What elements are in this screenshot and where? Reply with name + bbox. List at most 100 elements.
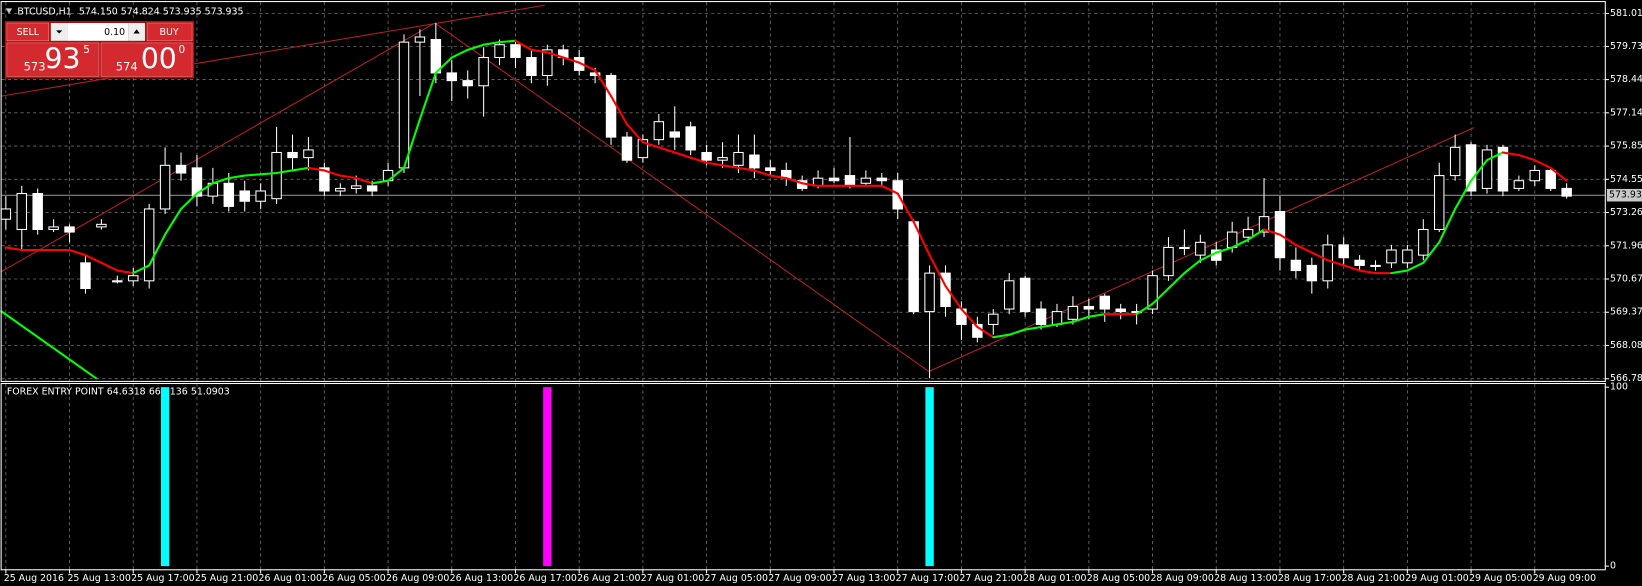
ma-segment: [148, 233, 167, 267]
candle-body: [765, 167, 776, 171]
candle-body: [621, 136, 633, 161]
candle-body: [1163, 246, 1174, 277]
x-tick-label: 28 Aug 05:00: [1087, 573, 1150, 584]
ma-segment: [1294, 243, 1313, 254]
ma-segment: [625, 123, 644, 144]
ma-segment: [689, 156, 708, 164]
bid-sup: 5: [83, 44, 90, 56]
candle-body: [1402, 249, 1413, 264]
candle-body: [80, 262, 91, 290]
ma-segment: [641, 141, 660, 149]
ma-segment: [594, 69, 613, 98]
candle-body: [1258, 216, 1270, 233]
candle-body: [717, 157, 728, 161]
x-tick-label: 28 Aug 01:00: [1023, 573, 1086, 584]
ma-segment: [84, 254, 103, 264]
lot-input[interactable]: [67, 23, 129, 41]
ma-segment: [291, 166, 310, 172]
ma-segment: [227, 174, 246, 180]
ma-segment: [1071, 315, 1090, 323]
ma-segment: [1247, 228, 1266, 241]
candle-body: [1545, 169, 1556, 189]
ask-box[interactable]: [100, 42, 193, 77]
ma-segment: [721, 164, 740, 169]
candle-body: [366, 185, 378, 192]
zigzag-line: [434, 22, 930, 372]
y-tick-label: 100: [1610, 382, 1628, 393]
sell-button[interactable]: [6, 22, 49, 42]
x-tick-label: 28 Aug 17:00: [1278, 573, 1341, 584]
candle-body: [430, 39, 442, 74]
ma-segment: [211, 177, 230, 185]
candle-body: [128, 275, 139, 282]
ma-segment: [339, 174, 358, 180]
candle-body: [1083, 305, 1095, 310]
candle-body: [1370, 264, 1381, 267]
ma-segment: [1454, 179, 1473, 210]
candle-body: [494, 44, 505, 59]
indicator-text: FOREX ENTRY POINT: [7, 386, 104, 397]
candle-body: [16, 193, 27, 231]
x-tick-label: 28 Aug 13:00: [1214, 573, 1277, 584]
ma-segment: [259, 171, 278, 176]
ma-segment: [1533, 159, 1552, 169]
candle-body: [589, 72, 601, 77]
ma-segment: [1517, 154, 1536, 162]
candle-body: [526, 57, 537, 77]
ma-segment: [801, 182, 820, 187]
indicator-text: 51.0903: [191, 386, 230, 397]
ma-segment: [1024, 325, 1043, 331]
x-tick-label: 27 Aug 13:00: [832, 573, 895, 584]
ma-segment: [243, 173, 262, 177]
candle-body: [1179, 246, 1190, 250]
candle-body: [1051, 311, 1063, 325]
ma-segment: [753, 169, 772, 177]
ma-segment: [1342, 264, 1361, 272]
ma-segment: [498, 39, 517, 44]
y-tick-label: 577.145: [1610, 107, 1642, 118]
candle-body: [239, 190, 250, 202]
x-tick-label: 28 Aug 09:00: [1150, 573, 1213, 584]
main-frame: [0, 1, 1606, 382]
ma-segment: [68, 248, 87, 257]
indicator-text: 64.6318: [107, 386, 146, 397]
ma-segment: [1215, 246, 1234, 254]
x-tick-label: 27 Aug 05:00: [705, 573, 768, 584]
buy-label[interactable]: BUY: [160, 27, 179, 38]
x-tick-label: 27 Aug 09:00: [768, 573, 831, 584]
indicator-line: [0, 309, 98, 380]
trend-line: [0, 4, 545, 97]
ma-segment: [960, 307, 979, 329]
bid-box[interactable]: [6, 42, 100, 77]
ma-segment: [1278, 233, 1297, 246]
y-tick-label: 574.555: [1610, 174, 1642, 185]
buy-button[interactable]: [146, 22, 193, 42]
candle-body: [749, 154, 760, 169]
candle-body: [653, 121, 665, 141]
ma-segment: [1485, 151, 1504, 162]
candle-body: [542, 49, 553, 77]
candle-body: [637, 139, 649, 159]
candle-body: [1003, 280, 1015, 310]
ma-segment: [578, 61, 597, 72]
ma-segment: [1231, 238, 1250, 249]
y-tick-label: 579.730: [1610, 41, 1642, 52]
candle-body: [1561, 187, 1572, 197]
ma-segment: [1470, 159, 1489, 182]
x-tick-label: 27 Aug 21:00: [959, 573, 1022, 584]
ma-segment: [673, 151, 692, 159]
sell-label[interactable]: SELL: [17, 27, 40, 38]
candle-body: [1115, 308, 1126, 313]
candle-body: [1067, 305, 1079, 320]
candle-body: [96, 223, 107, 228]
candle-body: [828, 177, 840, 182]
indicator-frame: [0, 382, 1606, 571]
candle-body: [223, 182, 235, 207]
info-value: 573.935: [205, 6, 244, 17]
ma-segment: [785, 177, 804, 185]
ma-segment: [546, 51, 565, 59]
ma-segment: [530, 48, 549, 54]
ma-segment: [482, 41, 501, 46]
ma-segment: [1167, 272, 1186, 290]
